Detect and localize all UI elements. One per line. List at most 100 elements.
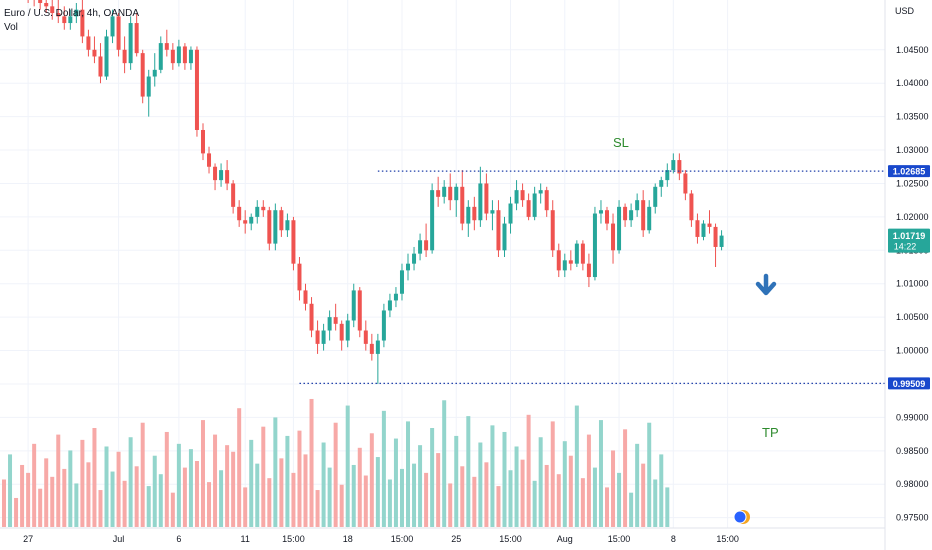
price-tick-label: 1.00500	[896, 312, 929, 322]
candle-body	[502, 223, 507, 251]
volume-bar	[158, 474, 163, 527]
down-arrow-icon	[755, 273, 777, 296]
candle-body	[508, 203, 513, 224]
volume-bar	[399, 468, 404, 527]
candle-body	[713, 226, 718, 247]
volume-indicator-label[interactable]: Vol	[4, 22, 18, 33]
volume-bar	[544, 464, 549, 527]
volume-bar	[116, 451, 121, 527]
candle-body	[188, 49, 193, 64]
volume-bar	[134, 466, 139, 527]
candle-body	[580, 243, 585, 264]
time-tick-label: 15:00	[282, 534, 305, 544]
volume-bar	[68, 450, 73, 527]
volume-bar	[641, 463, 646, 527]
volume-bar	[291, 472, 296, 527]
time-tick-label: 15:00	[499, 534, 522, 544]
candle-body	[357, 290, 362, 331]
volume-bar	[225, 445, 230, 527]
volume-bar	[586, 434, 591, 527]
volume-bar	[146, 486, 151, 527]
candle-body	[689, 193, 694, 221]
volume-bar	[128, 437, 133, 527]
candle-body	[665, 170, 670, 181]
candle-body	[466, 206, 471, 224]
candle-body	[249, 216, 254, 224]
volume-bar	[502, 431, 507, 527]
candle-body	[116, 16, 121, 50]
candle-body	[532, 193, 537, 217]
candle-body	[611, 223, 616, 251]
candle-body	[261, 206, 266, 211]
volume-bar	[598, 420, 603, 527]
volume-bar	[219, 470, 224, 527]
volume-bar	[38, 488, 43, 527]
candle-body	[478, 183, 483, 221]
candle-body	[635, 200, 640, 211]
candle-body	[424, 240, 429, 251]
candle-body	[496, 210, 501, 251]
price-tick-label: 1.02500	[896, 178, 929, 188]
candle-body	[315, 330, 320, 344]
volume-bar	[327, 467, 332, 527]
volume-bar	[562, 441, 567, 527]
volume-bar	[568, 455, 573, 527]
volume-bar	[375, 457, 380, 527]
candle-body	[454, 186, 459, 201]
volume-bar	[460, 466, 465, 527]
volume-bar	[496, 486, 501, 527]
candle-body	[695, 220, 700, 237]
volume-bar	[285, 435, 290, 527]
volume-bar	[472, 476, 477, 527]
candle-body	[586, 263, 591, 278]
candle-body	[285, 220, 290, 231]
candle-body	[436, 190, 441, 197]
candle-body	[170, 49, 175, 64]
volume-bar	[200, 420, 205, 527]
candle-body	[92, 49, 97, 57]
candle-body	[556, 250, 561, 271]
volume-bar	[393, 438, 398, 527]
candle-body	[442, 186, 447, 197]
price-tick-label: 1.01000	[896, 279, 929, 289]
candle-body	[514, 190, 519, 204]
candle-body	[213, 166, 218, 181]
volume-bar	[629, 492, 634, 527]
time-tick-label: 11	[241, 534, 250, 544]
time-tick-label: Aug	[557, 534, 573, 544]
volume-bar	[424, 472, 429, 527]
candle-body	[707, 223, 712, 227]
candle-body	[158, 43, 163, 70]
volume-bar	[267, 478, 272, 527]
price-tick-label: 1.03000	[896, 145, 929, 155]
price-tick-label: 1.04500	[896, 45, 929, 55]
volume-bar	[261, 426, 266, 527]
volume-bar	[387, 479, 392, 527]
currency-label: USD	[895, 6, 915, 16]
volume-bar	[74, 483, 79, 527]
candle-body	[164, 43, 169, 50]
candle-body	[381, 310, 386, 341]
volume-bar	[653, 479, 658, 527]
candle-body	[182, 46, 187, 64]
candle-body	[641, 200, 646, 231]
candle-body	[333, 317, 338, 324]
candle-body	[412, 253, 417, 264]
bar-countdown-label: 14:22	[894, 242, 917, 252]
volume-bar	[406, 421, 411, 527]
candle-body	[291, 220, 296, 264]
volume-bar	[104, 446, 109, 527]
candle-body	[152, 69, 157, 77]
volume-bar	[26, 472, 31, 527]
time-tick-label: 15:00	[716, 534, 739, 544]
sl-annotation: SL	[613, 135, 629, 150]
volume-bar	[92, 428, 97, 527]
volume-bar	[140, 422, 145, 527]
candle-body	[526, 200, 531, 217]
volume-bar	[110, 471, 115, 527]
volume-bar	[80, 439, 85, 527]
candle-body	[418, 240, 423, 254]
candle-body	[297, 263, 302, 291]
candle-body	[598, 210, 603, 214]
